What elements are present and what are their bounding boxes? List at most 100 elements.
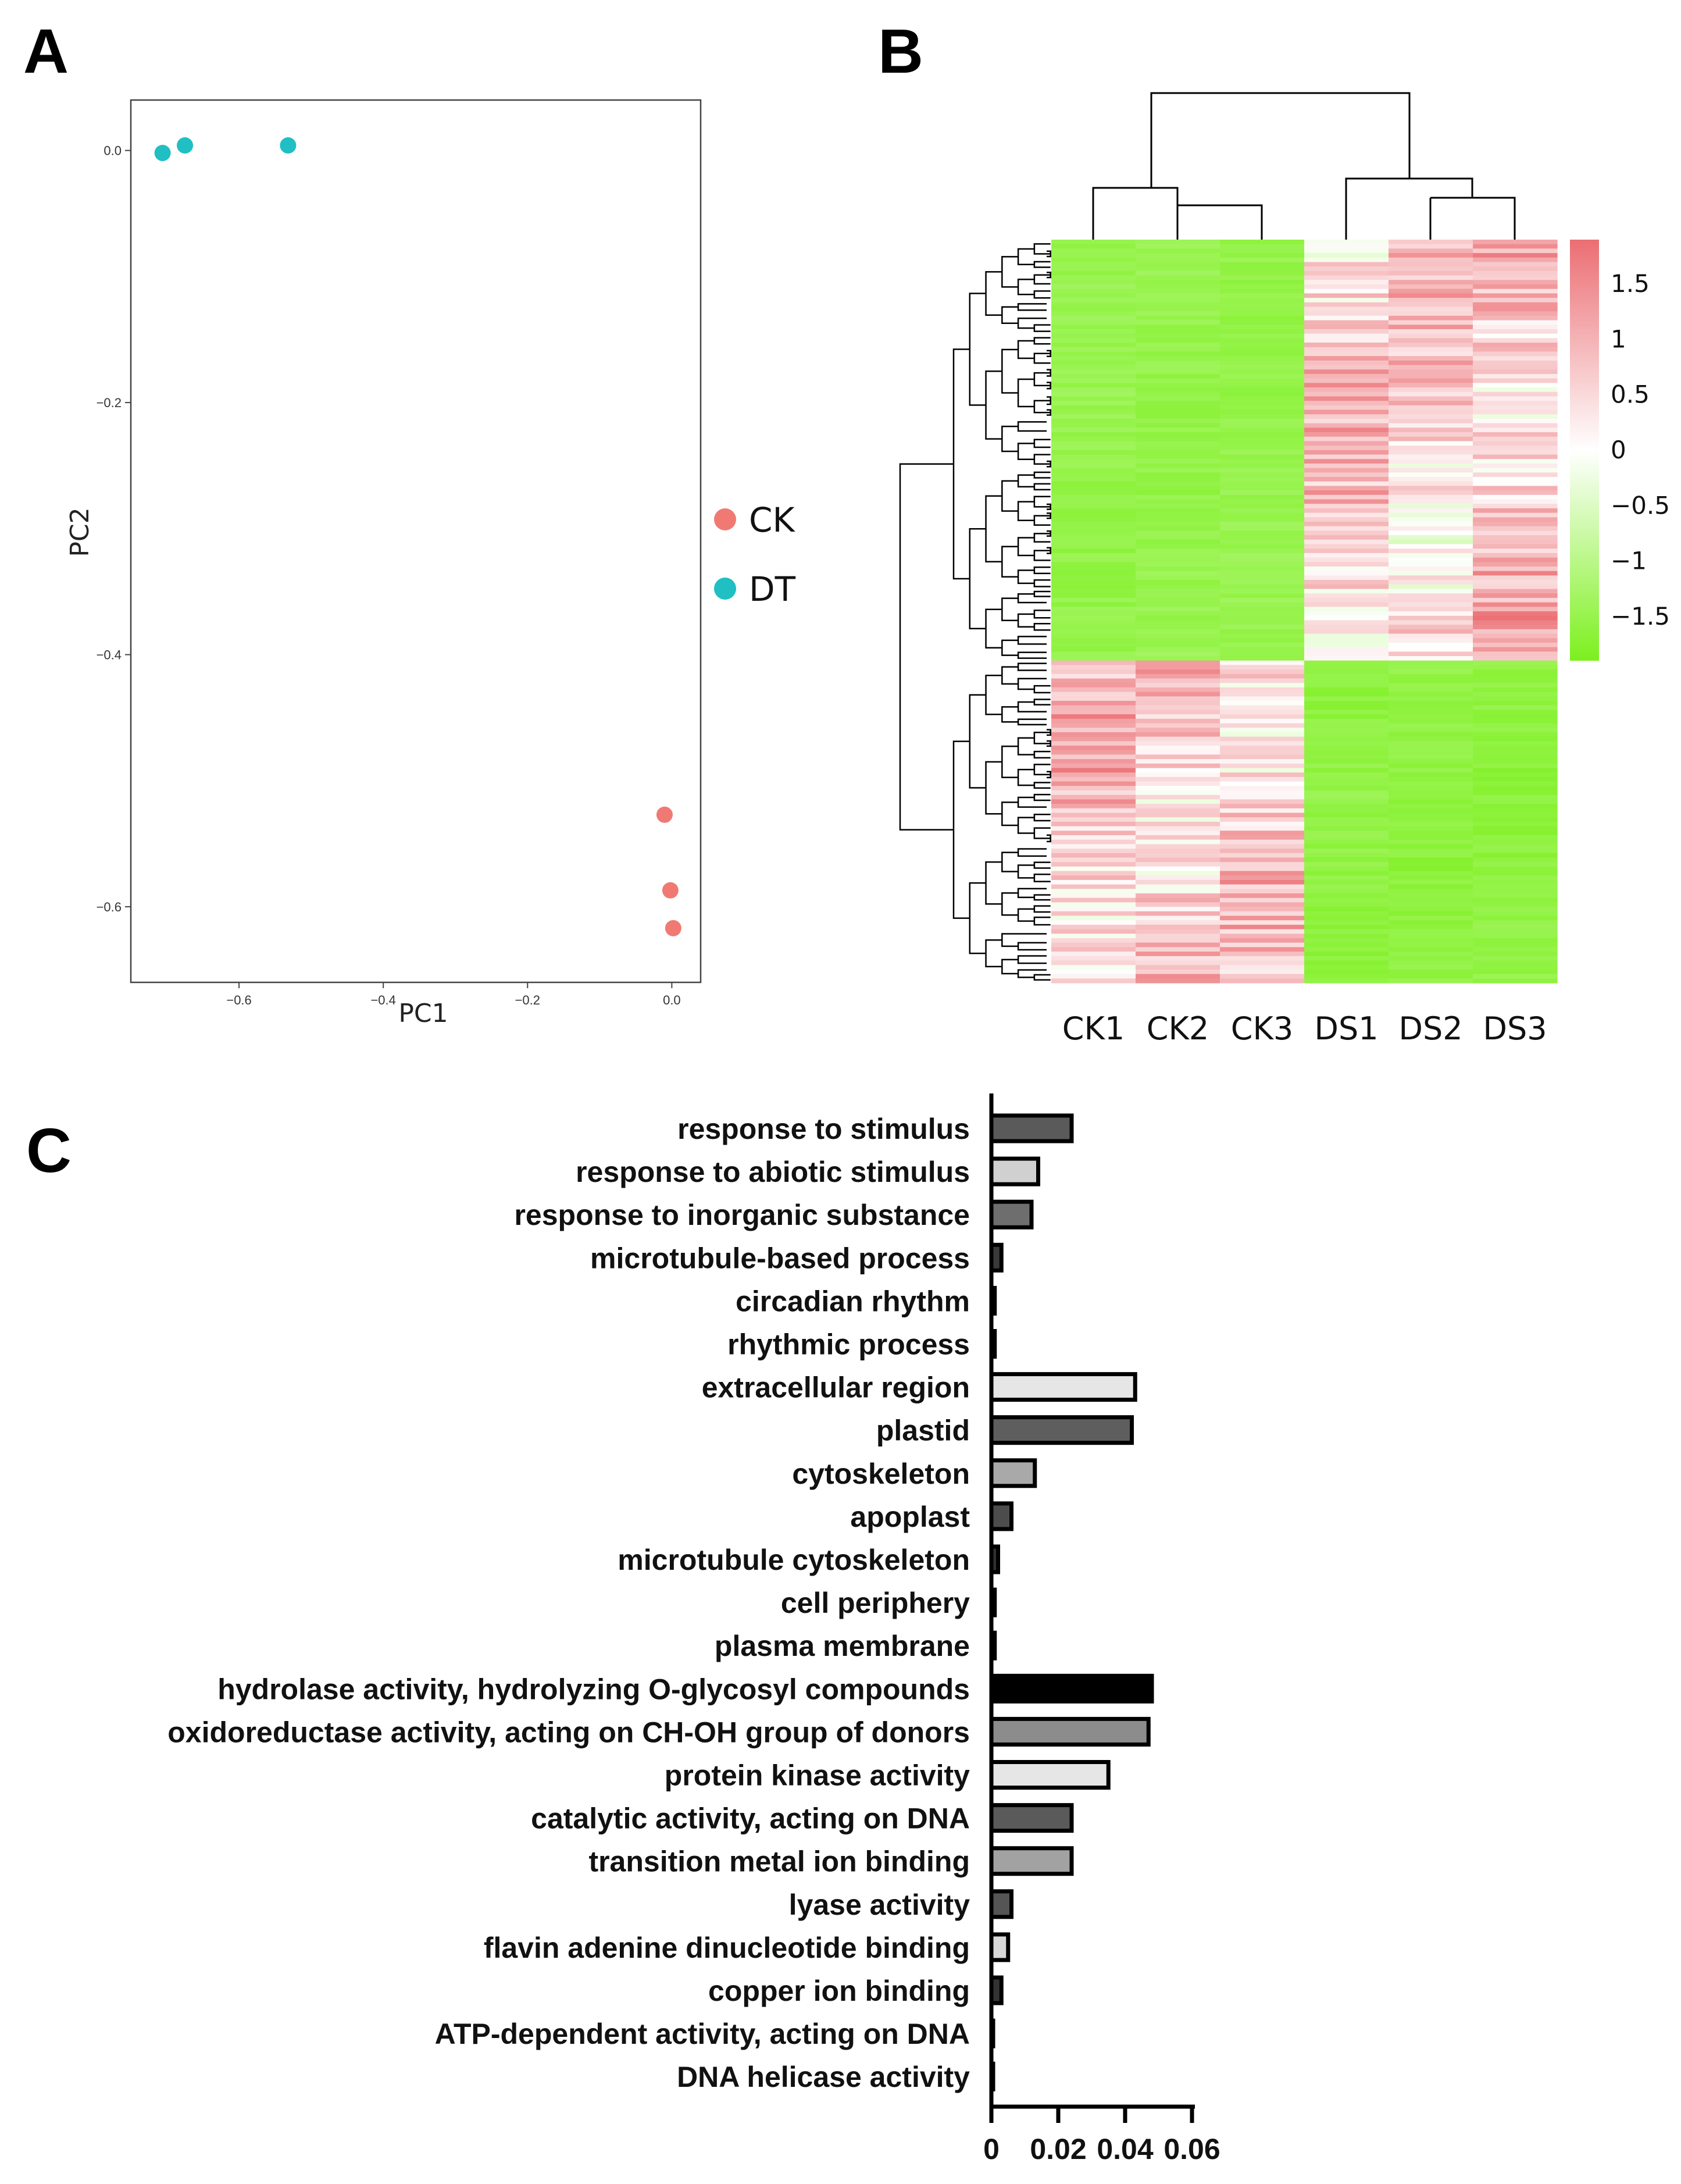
heatmap-cell [1051, 839, 1136, 845]
heatmap-cell [1136, 378, 1220, 383]
heatmap-cell [1051, 544, 1136, 549]
heatmap-cell [1389, 759, 1473, 764]
heatmap-cell [1389, 732, 1473, 737]
heatmap-cell [1136, 893, 1220, 899]
heatmap-cell [1389, 839, 1473, 845]
heatmap-cell [1051, 718, 1136, 724]
heatmap-cell [1051, 669, 1136, 675]
heatmap-cell [1389, 450, 1473, 455]
heatmap-cell [1051, 862, 1136, 867]
heatmap-cell [1051, 831, 1136, 836]
heatmap-cell [1220, 835, 1305, 840]
heatmap-cell [1473, 450, 1558, 455]
heatmap-cell [1389, 871, 1473, 876]
heatmap-cell [1051, 530, 1136, 536]
heatmap-cell [1304, 857, 1389, 863]
heatmap-cell [1389, 692, 1473, 697]
heatmap-cell [1136, 347, 1220, 352]
pca-points [154, 137, 681, 936]
heatmap-cell [1136, 315, 1220, 321]
heatmap-cell [1051, 499, 1136, 504]
heatmap-cell [1051, 790, 1136, 796]
heatmap-cell [1304, 620, 1389, 625]
heatmap-cell [1220, 423, 1305, 428]
heatmap-cell [1473, 647, 1558, 652]
heatmap-cell [1136, 786, 1220, 791]
heatmap-cell [1136, 813, 1220, 818]
dendrogram-root [1150, 92, 1411, 188]
heatmap-cell [1051, 844, 1136, 849]
heatmap-cell [1389, 678, 1473, 683]
heatmap-cell [1304, 504, 1389, 509]
heatmap-cell [1473, 839, 1558, 845]
heatmap-cell [1473, 387, 1558, 393]
heatmap-cell [1389, 947, 1473, 952]
heatmap-cell [1473, 660, 1558, 665]
heatmap-cell [1220, 897, 1305, 903]
go-term-label: lyase activity [789, 1889, 970, 1921]
heatmap-cell [1136, 593, 1220, 598]
heatmap-cell [1304, 401, 1389, 406]
heatmap-cell [1220, 567, 1305, 572]
heatmap-cell [1051, 754, 1136, 760]
heatmap-cell [1051, 575, 1136, 580]
heatmap-cell [1220, 539, 1305, 545]
heatmap-cell [1473, 942, 1558, 948]
heatmap-cell [1473, 391, 1558, 397]
heatmap-cell [1473, 911, 1558, 917]
heatmap-cell [1389, 311, 1473, 316]
heatmap-cell [1051, 947, 1136, 952]
heatmap-cell [1220, 692, 1305, 697]
heatmap-cell [1136, 942, 1220, 948]
heatmap-cell [1051, 745, 1136, 751]
heatmap-cell [1051, 280, 1136, 285]
heatmap-cell [1136, 320, 1220, 325]
heatmap-cell [1220, 849, 1305, 854]
heatmap-column-label: CK1 [1062, 1010, 1125, 1047]
heatmap-cell [1051, 732, 1136, 737]
heatmap-cell [1220, 270, 1305, 276]
heatmap-cell [1389, 625, 1473, 630]
heatmap-cell [1220, 804, 1305, 809]
go-bar [989, 1113, 1074, 1143]
heatmap-cell [1136, 454, 1220, 459]
heatmap-cell [1051, 517, 1136, 522]
heatmap-cell [1220, 768, 1305, 773]
heatmap-cell [1389, 517, 1473, 522]
heatmap-cell [1136, 844, 1220, 849]
heatmap-cell [1051, 275, 1136, 280]
heatmap-cell [1389, 356, 1473, 361]
heatmap-cell [1473, 902, 1558, 907]
pca-point-dt [177, 137, 194, 154]
heatmap-cell [1389, 320, 1473, 325]
heatmap-cell [1389, 280, 1473, 285]
heatmap-cell [1220, 808, 1305, 814]
heatmap-cell [1304, 477, 1389, 482]
heatmap-cell [1220, 942, 1305, 948]
heatmap-cell [1304, 391, 1389, 397]
heatmap-cell [1473, 849, 1558, 854]
heatmap-column-label: DS3 [1483, 1010, 1547, 1047]
heatmap-cell [1051, 270, 1136, 276]
heatmap-cell [1220, 275, 1305, 280]
heatmap-cell [1136, 383, 1220, 388]
heatmap-cell [1473, 831, 1558, 836]
heatmap-cell [1051, 942, 1136, 948]
heatmap-cell [1304, 741, 1389, 746]
heatmap-cell [1220, 454, 1305, 459]
heatmap-cell [1051, 952, 1136, 957]
heatmap-cell [1389, 745, 1473, 751]
heatmap-cell [1051, 584, 1136, 590]
heatmap-cell [1051, 794, 1136, 800]
heatmap-cell [1389, 736, 1473, 742]
heatmap-cell [1304, 522, 1389, 527]
heatmap-cell [1051, 974, 1136, 979]
heatmap-cell [1473, 655, 1558, 661]
heatmap-cell [1389, 638, 1473, 643]
heatmap-cell [1051, 396, 1136, 401]
heatmap-cell [1473, 544, 1558, 549]
heatmap-cell [1051, 700, 1136, 706]
heatmap-cell [1220, 418, 1305, 424]
pca-x-axis-title: PC1 [398, 999, 448, 1028]
heatmap-cell [1136, 835, 1220, 840]
